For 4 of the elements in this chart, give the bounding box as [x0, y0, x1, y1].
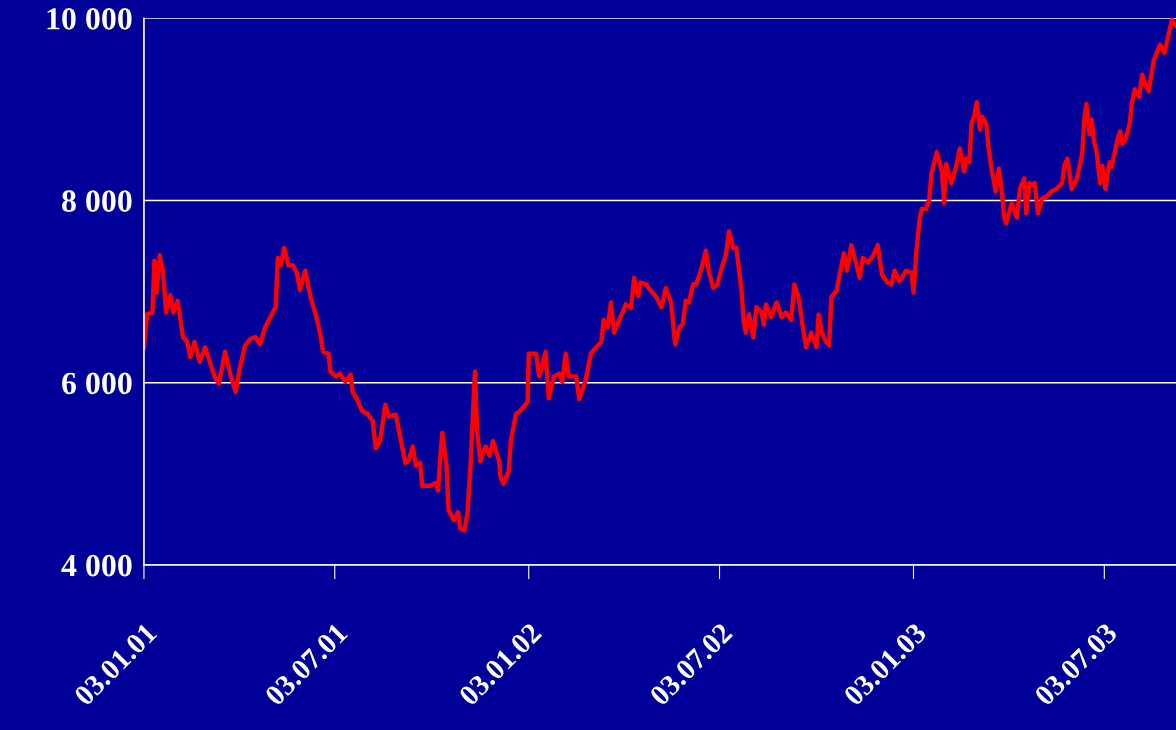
y-tick-label: 4 000 — [61, 554, 132, 577]
y-tick-label: 10 000 — [47, 8, 132, 30]
y-tick-label: 6 000 — [62, 372, 132, 395]
y-tick-label: 8 000 — [62, 190, 132, 212]
